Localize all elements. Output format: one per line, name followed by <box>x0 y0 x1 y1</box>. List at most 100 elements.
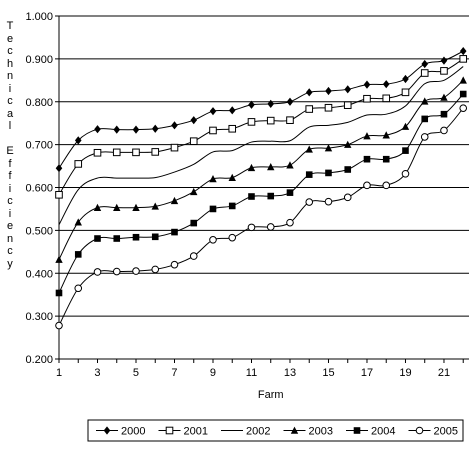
series-line-2002 <box>58 66 464 226</box>
data-point-2004 <box>74 251 82 258</box>
data-point-2005 <box>305 198 314 206</box>
data-point-2000 <box>151 124 159 133</box>
data-point-2003 <box>401 122 410 130</box>
y-tick-label: 0.600 <box>25 183 53 195</box>
data-point-2004 <box>286 189 294 196</box>
data-point-2000 <box>248 100 255 109</box>
data-point-2000 <box>382 80 390 89</box>
data-point-2003 <box>421 97 429 105</box>
data-point-2005 <box>324 197 333 206</box>
data-point-2000 <box>190 116 198 125</box>
x-tick-label: 19 <box>399 367 411 379</box>
data-point-2003 <box>382 131 390 139</box>
series-line-2001 <box>58 58 464 196</box>
data-point-2001 <box>74 160 83 168</box>
data-point-2000 <box>325 86 332 96</box>
data-point-2001 <box>440 67 448 75</box>
data-point-2001 <box>420 69 429 77</box>
data-point-2005 <box>459 104 468 112</box>
data-point-2004 <box>363 155 371 163</box>
series-line-2005 <box>58 107 464 326</box>
data-point-2000 <box>94 125 101 134</box>
legend-label-2000: 2000 <box>121 426 145 438</box>
data-point-2005 <box>286 218 294 227</box>
data-point-2000 <box>132 125 140 134</box>
legend-marker-2005 <box>415 426 424 435</box>
y-tick-label: 0.700 <box>25 140 53 152</box>
x-axis-label: Farm <box>258 389 284 401</box>
data-point-2003 <box>93 203 102 211</box>
y-tick-label: 0.200 <box>25 354 53 366</box>
data-point-2000 <box>459 47 467 56</box>
x-tick-label: 9 <box>210 367 216 379</box>
data-point-2005 <box>382 181 391 190</box>
legend-marker-2001 <box>165 426 174 435</box>
data-point-2005 <box>112 267 121 276</box>
data-point-2000 <box>440 56 448 65</box>
data-point-2003 <box>170 196 179 205</box>
data-point-2000 <box>344 85 352 94</box>
data-point-2003 <box>344 140 352 148</box>
data-point-2003 <box>55 255 63 263</box>
data-point-2004 <box>267 192 275 200</box>
data-point-2003 <box>363 132 371 140</box>
data-point-2004 <box>171 228 178 236</box>
y-tick-label: 0.900 <box>25 54 53 66</box>
data-point-2000 <box>363 80 371 89</box>
data-point-2000 <box>286 97 294 106</box>
data-point-2005 <box>74 284 83 293</box>
y-tick-label: 1.000 <box>25 11 53 23</box>
data-point-2005 <box>363 181 371 190</box>
data-point-2005 <box>420 133 429 141</box>
data-point-2001 <box>305 105 314 113</box>
data-point-2004 <box>248 193 255 200</box>
x-tick-label: 15 <box>322 367 334 379</box>
x-tick-label: 13 <box>284 367 296 379</box>
data-point-2001 <box>401 88 410 97</box>
data-point-2005 <box>189 252 198 260</box>
y-tick-label: 0.300 <box>25 311 53 323</box>
data-point-2004 <box>228 202 236 210</box>
x-tick-label: 1 <box>56 367 62 379</box>
data-point-2000 <box>171 121 178 130</box>
data-point-2003 <box>286 161 294 169</box>
data-point-2003 <box>132 203 140 211</box>
data-point-2001 <box>363 94 371 103</box>
data-point-2004 <box>421 115 429 123</box>
series-line-2000 <box>58 50 464 169</box>
data-point-2005 <box>55 321 63 330</box>
data-point-2004 <box>382 155 390 163</box>
data-point-2005 <box>170 260 179 269</box>
data-point-2005 <box>266 223 275 231</box>
data-point-2004 <box>305 171 313 178</box>
data-point-2004 <box>94 235 101 242</box>
data-point-2000 <box>209 107 217 116</box>
data-point-2003 <box>267 163 275 171</box>
x-tick-label: 7 <box>171 367 177 379</box>
data-point-2005 <box>209 236 217 244</box>
data-point-2003 <box>305 145 313 153</box>
legend-marker-2004 <box>353 427 361 434</box>
data-point-2003 <box>151 202 159 210</box>
data-point-2001 <box>247 118 256 126</box>
data-point-2001 <box>228 124 237 133</box>
data-point-2005 <box>343 193 352 202</box>
data-point-2001 <box>343 101 352 109</box>
data-point-2005 <box>440 126 448 135</box>
legend-label-2003: 2003 <box>309 426 333 438</box>
data-point-2004 <box>55 289 63 297</box>
data-point-2004 <box>440 110 448 118</box>
data-point-2005 <box>151 265 160 274</box>
legend-marker-2000 <box>103 426 111 435</box>
data-point-2005 <box>401 169 410 178</box>
series-line-2003 <box>58 79 464 260</box>
data-point-2003 <box>440 93 448 101</box>
data-point-2000 <box>267 99 275 108</box>
data-point-2001 <box>286 116 294 124</box>
data-point-2004 <box>151 233 159 241</box>
data-point-2004 <box>344 166 352 173</box>
data-point-2001 <box>209 126 217 135</box>
data-point-2005 <box>228 233 237 242</box>
